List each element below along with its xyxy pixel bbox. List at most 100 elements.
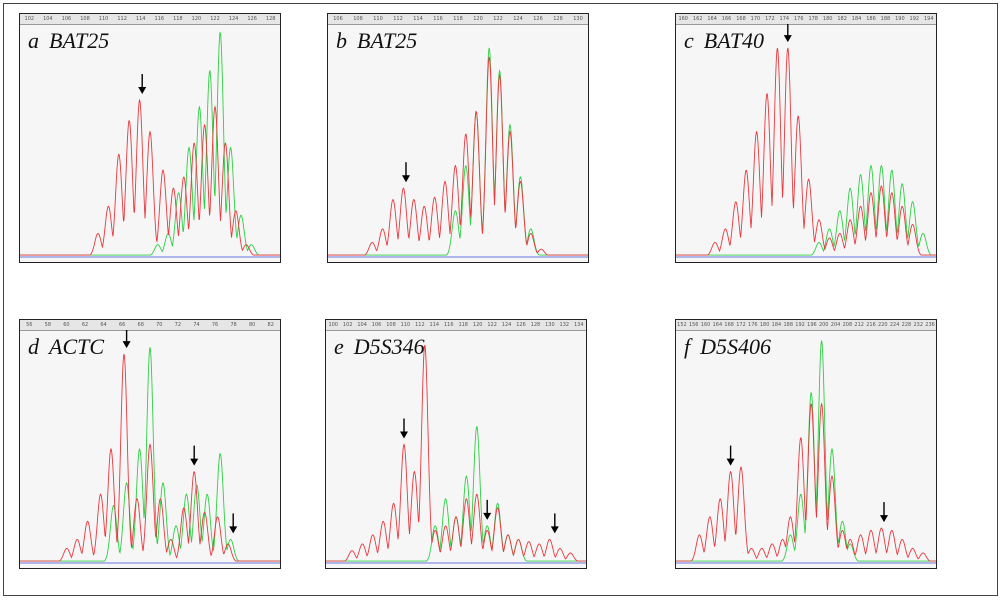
- electropherogram-plot: [676, 24, 936, 258]
- ruler-tick-label: 66: [118, 322, 126, 328]
- ruler-tick-label: 112: [415, 322, 425, 328]
- ruler-tick-label: 228: [901, 322, 912, 328]
- ruler-tick-label: 188: [880, 16, 891, 22]
- arrow-marker: [190, 445, 199, 466]
- arrow-marker: [783, 24, 792, 43]
- ruler-tick-label: 110: [98, 16, 109, 22]
- red-trace: [328, 56, 588, 256]
- ruler-tick-label: 126: [247, 16, 257, 22]
- ruler-tick-label: 104: [43, 16, 53, 22]
- ruler-tick-label: 102: [24, 16, 35, 22]
- ruler-tick-label: 108: [386, 322, 396, 328]
- ruler-tick-label: 128: [553, 16, 563, 22]
- green-trace: [326, 425, 586, 562]
- ruler-tick-label: 122: [493, 16, 503, 22]
- ruler-tick-label: 124: [228, 16, 239, 22]
- ruler-tick-label: 102: [342, 322, 353, 328]
- panel-letter: b: [336, 28, 347, 53]
- size-ruler: 160 162 164 166 168 170 172 174 176 178 180 182 184 1…: [676, 14, 936, 25]
- ruler-tick-label: 106: [61, 16, 72, 22]
- ruler-tick-label: 128: [265, 16, 276, 22]
- arrow-marker: [880, 502, 888, 523]
- ruler-tick-label: 56: [26, 322, 33, 328]
- ruler-tick-label: 108: [353, 16, 363, 22]
- ruler-tick-label: 192: [909, 16, 920, 22]
- ruler-tick-label: 118: [173, 16, 183, 22]
- ruler-tick-label: 232: [913, 322, 924, 328]
- ruler-tick-label: 204: [830, 322, 841, 328]
- ruler-tick-label: 62: [81, 322, 89, 328]
- ruler-tick-label: 208: [842, 322, 853, 328]
- marker-name: BAT25: [49, 28, 110, 53]
- ruler-tick-label: 180: [822, 16, 833, 22]
- ruler-tick-label: 188: [783, 322, 794, 328]
- ruler-tick-label: 106: [371, 322, 382, 328]
- ruler-tick-label: 212: [854, 322, 864, 328]
- ruler-tick-label: 116: [443, 322, 454, 328]
- ruler-tick-label: 132: [559, 322, 570, 328]
- electropherogram-plot: [20, 31, 280, 258]
- arrow-marker: [402, 162, 410, 183]
- arrow-marker: [483, 499, 492, 520]
- electropherogram-plot: [20, 330, 280, 564]
- ruler-tick-label: 112: [117, 16, 127, 22]
- ruler-tick-label: 176: [748, 322, 758, 328]
- ruler-tick-label: 100: [328, 322, 338, 328]
- size-ruler: 106 108 110 112 114 116 118 120 122 124 126 128 130: [328, 14, 588, 25]
- marker-name: D5S406: [700, 334, 772, 359]
- ruler-tick-label: 78: [230, 322, 237, 328]
- ruler-tick-label: 152: [677, 322, 687, 328]
- red-trace: [326, 344, 586, 562]
- panel-label: c BAT40: [684, 28, 764, 54]
- panel-label: f D5S406: [684, 334, 771, 360]
- electropherogram-plot: [326, 344, 586, 564]
- size-ruler: 152 156 160 164 168 172 176 180 184 188 192 196 200 2…: [676, 320, 936, 331]
- ruler-tick-label: 128: [530, 322, 541, 328]
- green-trace: [676, 164, 936, 256]
- ruler-tick-label: 76: [211, 322, 219, 328]
- ruler-tick-label: 120: [191, 16, 202, 22]
- ruler-tick-label: 122: [210, 16, 220, 22]
- arrow-marker: [122, 330, 131, 349]
- marker-name: D5S346: [353, 334, 425, 359]
- ruler-tick-label: 116: [154, 16, 165, 22]
- ruler-tick-label: 114: [413, 16, 423, 22]
- panel-c: 160 162 164 166 168 170 172 174 176 178 180 182 184 1…: [675, 13, 937, 263]
- panel-label: a BAT25: [28, 28, 109, 54]
- ruler-tick-label: 110: [400, 322, 411, 328]
- arrow-marker: [400, 418, 408, 439]
- ruler-tick-label: 168: [724, 322, 734, 328]
- ruler-tick-label: 160: [678, 16, 688, 22]
- ruler-tick-label: 156: [688, 322, 699, 328]
- ruler-tick-label: 178: [808, 16, 818, 22]
- ruler-tick-label: 124: [513, 16, 523, 22]
- ruler-tick-label: 82: [267, 322, 274, 328]
- ruler-tick-label: 236: [925, 322, 935, 328]
- ruler-tick-label: 184: [771, 322, 782, 328]
- size-ruler: 56 58 60 62 64 66 68 70 72 74 76 78 80 82: [20, 320, 280, 331]
- ruler-tick-label: 130: [545, 322, 555, 328]
- panel-letter: f: [684, 334, 691, 359]
- ruler-tick-label: 168: [736, 16, 746, 22]
- figure-frame: [3, 3, 998, 596]
- ruler-tick-label: 176: [793, 16, 804, 22]
- green-trace: [20, 31, 280, 256]
- ruler-tick-label: 80: [248, 322, 256, 328]
- arrow-marker: [726, 445, 735, 466]
- red-trace: [676, 47, 936, 256]
- ruler-tick-label: 186: [866, 16, 876, 22]
- ruler-tick-label: 112: [393, 16, 403, 22]
- marker-name: BAT25: [357, 28, 418, 53]
- ruler-tick-label: 184: [851, 16, 862, 22]
- ruler-tick-label: 60: [63, 322, 70, 328]
- ruler-tick-label: 196: [807, 322, 817, 328]
- ruler-tick-label: 106: [333, 16, 343, 22]
- panel-label: d ACTC: [28, 334, 104, 360]
- ruler-tick-label: 216: [866, 322, 876, 328]
- ruler-tick-label: 64: [100, 322, 107, 328]
- ruler-tick-label: 126: [516, 322, 526, 328]
- panel-label: b BAT25: [336, 28, 417, 54]
- electropherogram-plot: [328, 47, 588, 258]
- ruler-tick-label: 114: [429, 322, 440, 328]
- red-trace: [20, 354, 280, 562]
